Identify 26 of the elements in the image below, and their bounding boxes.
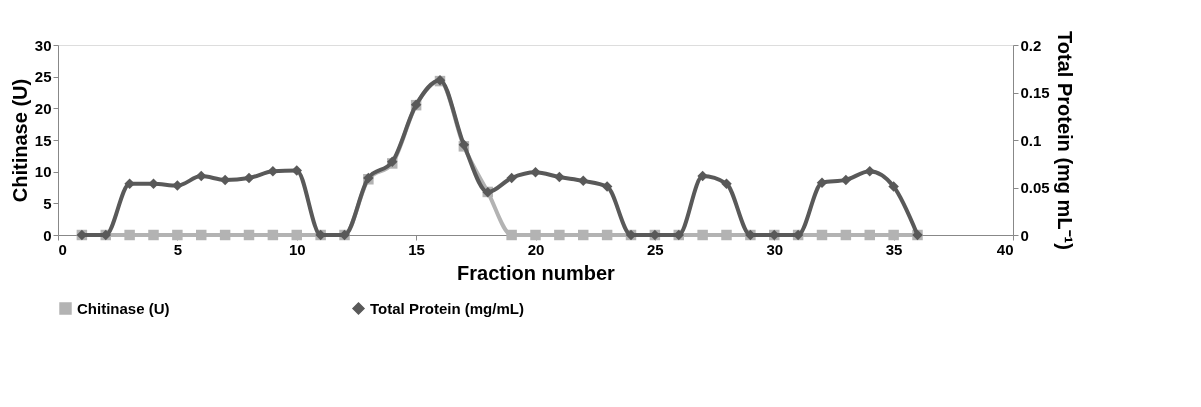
x-tick-label: 10: [288, 240, 306, 258]
y-tick-label: 30: [34, 36, 52, 54]
y-axis-title: Chitinase (U): [8, 78, 31, 203]
legend-label: Total Protein (mg/mL): [370, 299, 524, 317]
y-tick-label: 20: [34, 99, 52, 117]
x-tick-label: 30: [766, 240, 784, 258]
y-tick-label: 15: [34, 131, 52, 149]
x-tick-label: 25: [647, 240, 664, 258]
y-tick-label: 0: [43, 226, 52, 244]
x-tick-label: 20: [527, 240, 545, 258]
y2-tick-label: 0.05: [1020, 179, 1050, 196]
y2-tick-label: 0.1: [1020, 131, 1042, 149]
y2-axis-title: Total Protein (mg mL⁻¹): [1053, 31, 1076, 250]
legend-label: Chitinase (U): [77, 299, 170, 317]
x-tick-label: 40: [996, 240, 1014, 258]
y-tick-label: 10: [34, 163, 52, 181]
x-tick-label: 0: [58, 240, 67, 258]
y-tick-label: 5: [43, 194, 52, 212]
x-tick-label: 5: [173, 240, 183, 258]
y2-tick-label: 0.2: [1020, 36, 1042, 54]
y2-tick-label: 0: [1020, 226, 1029, 244]
y2-tick-label: 0.15: [1020, 84, 1050, 101]
x-axis-title: Fraction number: [457, 261, 616, 284]
y-tick-label: 25: [34, 68, 52, 86]
x-tick-label: 35: [885, 240, 903, 258]
x-tick-label: 15: [408, 240, 425, 258]
